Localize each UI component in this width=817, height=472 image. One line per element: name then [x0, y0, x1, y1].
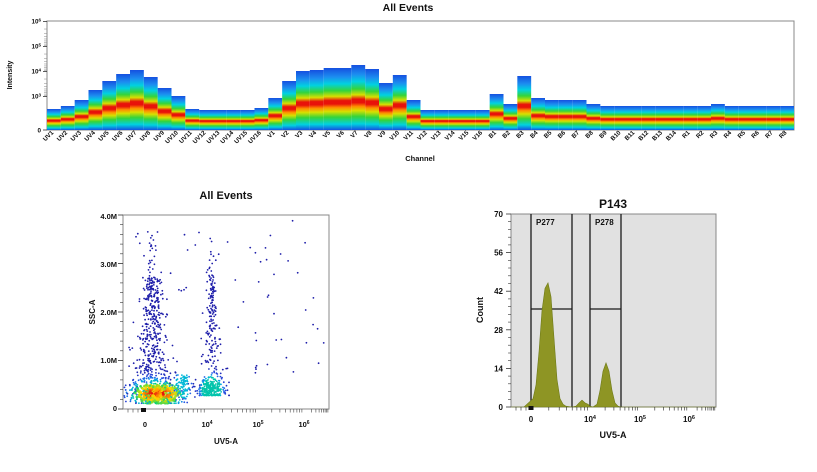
svg-text:56: 56: [494, 249, 503, 258]
svg-text:14: 14: [494, 364, 503, 373]
svg-text:UV5-A: UV5-A: [599, 430, 627, 440]
svg-text:106: 106: [683, 415, 695, 424]
svg-text:105: 105: [634, 415, 646, 424]
svg-text:P143: P143: [599, 197, 627, 211]
svg-text:28: 28: [494, 326, 503, 335]
svg-text:0: 0: [499, 403, 504, 412]
svg-text:P278: P278: [595, 218, 614, 227]
svg-text:42: 42: [494, 287, 503, 296]
svg-text:0: 0: [529, 415, 534, 424]
svg-text:P277: P277: [536, 218, 555, 227]
svg-text:70: 70: [494, 210, 503, 219]
svg-text:104: 104: [584, 415, 597, 424]
svg-text:Count: Count: [475, 297, 485, 323]
